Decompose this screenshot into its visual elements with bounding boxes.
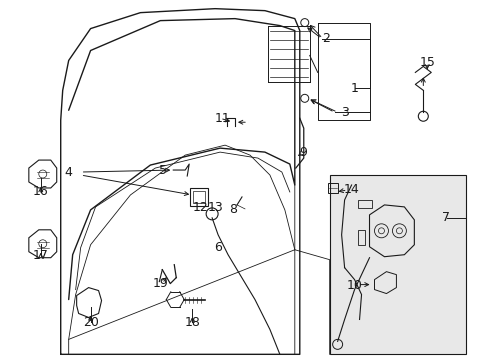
- Text: 3: 3: [340, 106, 348, 119]
- Text: 11: 11: [214, 112, 229, 125]
- Text: 7: 7: [441, 211, 449, 224]
- Text: 17: 17: [33, 249, 49, 262]
- Text: 10: 10: [346, 279, 362, 292]
- Text: 16: 16: [33, 185, 49, 198]
- Text: 6: 6: [214, 241, 222, 254]
- Text: 14: 14: [343, 184, 359, 197]
- Text: 15: 15: [419, 56, 434, 69]
- Text: 9: 9: [298, 145, 306, 159]
- Text: 20: 20: [82, 316, 99, 329]
- Text: 4: 4: [64, 166, 73, 179]
- Text: 2: 2: [321, 32, 329, 45]
- Text: 5: 5: [159, 163, 167, 176]
- Text: 18: 18: [184, 316, 200, 329]
- Text: 13: 13: [207, 201, 223, 215]
- Polygon shape: [329, 175, 465, 354]
- Text: 19: 19: [152, 277, 168, 290]
- Text: 12: 12: [192, 201, 207, 215]
- Text: 1: 1: [350, 82, 358, 95]
- Text: 8: 8: [228, 203, 237, 216]
